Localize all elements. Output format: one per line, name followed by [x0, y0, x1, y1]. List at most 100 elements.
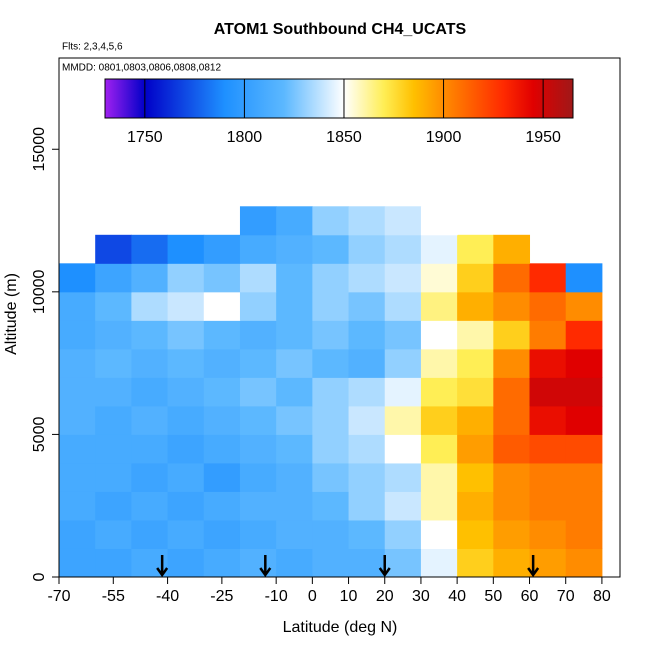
heat-cell: [131, 377, 169, 407]
x-tick-label: -55: [102, 588, 125, 605]
heat-cell: [59, 462, 96, 492]
heat-cell: [312, 405, 350, 435]
heat-cell: [312, 234, 350, 264]
heat-cell: [493, 405, 531, 435]
x-tick-label: 50: [484, 588, 502, 605]
heat-cell: [384, 434, 422, 464]
heat-cell: [420, 548, 458, 578]
heat-cell: [529, 377, 567, 407]
x-tick-label: 20: [376, 588, 394, 605]
heat-cell: [312, 462, 350, 492]
heat-cell: [203, 462, 241, 492]
heat-cell: [239, 519, 277, 549]
heat-cell: [457, 263, 494, 293]
heat-cell: [167, 519, 205, 549]
heat-cell: [276, 434, 313, 464]
heat-cell: [384, 320, 422, 350]
heat-cell: [420, 291, 458, 321]
heat-cell: [239, 548, 277, 578]
heat-cell: [95, 434, 132, 464]
heat-cell: [95, 462, 132, 492]
heat-cell: [59, 377, 96, 407]
heat-cell: [348, 519, 386, 549]
heat-cell: [348, 548, 386, 578]
heat-cell: [203, 519, 241, 549]
colorbar: [104, 78, 574, 119]
heat-cell: [348, 434, 386, 464]
heat-cell: [276, 234, 313, 264]
heat-cell: [565, 320, 603, 350]
heat-cell: [457, 519, 494, 549]
heat-cell: [59, 491, 96, 521]
x-tick-label: 60: [521, 588, 539, 605]
heat-cell: [239, 405, 277, 435]
heat-cell: [276, 263, 313, 293]
heat-cell: [312, 263, 350, 293]
heat-cell: [95, 348, 132, 378]
heat-cell: [493, 491, 531, 521]
heat-cell: [167, 377, 205, 407]
heat-cell: [167, 320, 205, 350]
heat-cell: [312, 434, 350, 464]
heat-cell: [457, 291, 494, 321]
heat-cell: [276, 405, 313, 435]
heat-cell: [493, 377, 531, 407]
y-tick-label: 15000: [31, 127, 48, 172]
heat-cell: [131, 519, 169, 549]
heat-cell: [348, 491, 386, 521]
heat-cell: [529, 291, 567, 321]
heat-cell: [312, 348, 350, 378]
heat-cell: [95, 548, 132, 578]
annotation: MMDD: 0801,0803,0806,0808,0812: [62, 63, 221, 74]
heat-cell: [384, 377, 422, 407]
heat-cell: [239, 263, 277, 293]
heat-cell: [420, 434, 458, 464]
heat-cell: [348, 291, 386, 321]
plot-frame: [58, 57, 621, 578]
chart-title: ATOM1 Southbound CH4_UCATS: [214, 21, 467, 38]
arrow: [527, 555, 540, 578]
heat-cell: [384, 234, 422, 264]
heat-cell: [420, 234, 458, 264]
heat-cell: [348, 234, 386, 264]
heat-cell: [312, 491, 350, 521]
heat-cell: [131, 320, 169, 350]
subtitle: Flts: 2,3,4,5,6: [62, 42, 123, 53]
heat-cell: [276, 377, 313, 407]
heat-cell: [276, 348, 313, 378]
heat-cell: [95, 234, 132, 264]
heat-cell: [95, 320, 132, 350]
heat-cell: [457, 491, 494, 521]
heat-cell: [457, 377, 494, 407]
heat-cell: [95, 519, 132, 549]
heat-cell: [203, 377, 241, 407]
heat-cell: [457, 434, 494, 464]
heat-cell: [95, 263, 132, 293]
y-tick-label: 5000: [31, 417, 48, 453]
heat-cell: [203, 320, 241, 350]
heat-cell: [384, 263, 422, 293]
heat-cell: [167, 234, 205, 264]
heat-cell: [167, 263, 205, 293]
x-tick-label: -40: [156, 588, 179, 605]
heat-cell: [131, 405, 169, 435]
heat-cell: [384, 519, 422, 549]
x-tick-label: -10: [265, 588, 288, 605]
heat-cell: [203, 405, 241, 435]
heat-cell: [457, 320, 494, 350]
heat-cell: [420, 462, 458, 492]
heat-cell: [203, 548, 241, 578]
heat-cell: [59, 548, 96, 578]
x-tick-label: -70: [47, 588, 70, 605]
heat-cell: [420, 348, 458, 378]
heat-cell: [348, 348, 386, 378]
arrow: [259, 555, 272, 578]
heat-cell: [59, 348, 96, 378]
heat-cell: [131, 234, 169, 264]
x-tick-label: 70: [557, 588, 575, 605]
heat-cell: [384, 405, 422, 435]
heat-cell: [59, 519, 96, 549]
heat-cell: [529, 320, 567, 350]
heat-cell: [167, 548, 205, 578]
